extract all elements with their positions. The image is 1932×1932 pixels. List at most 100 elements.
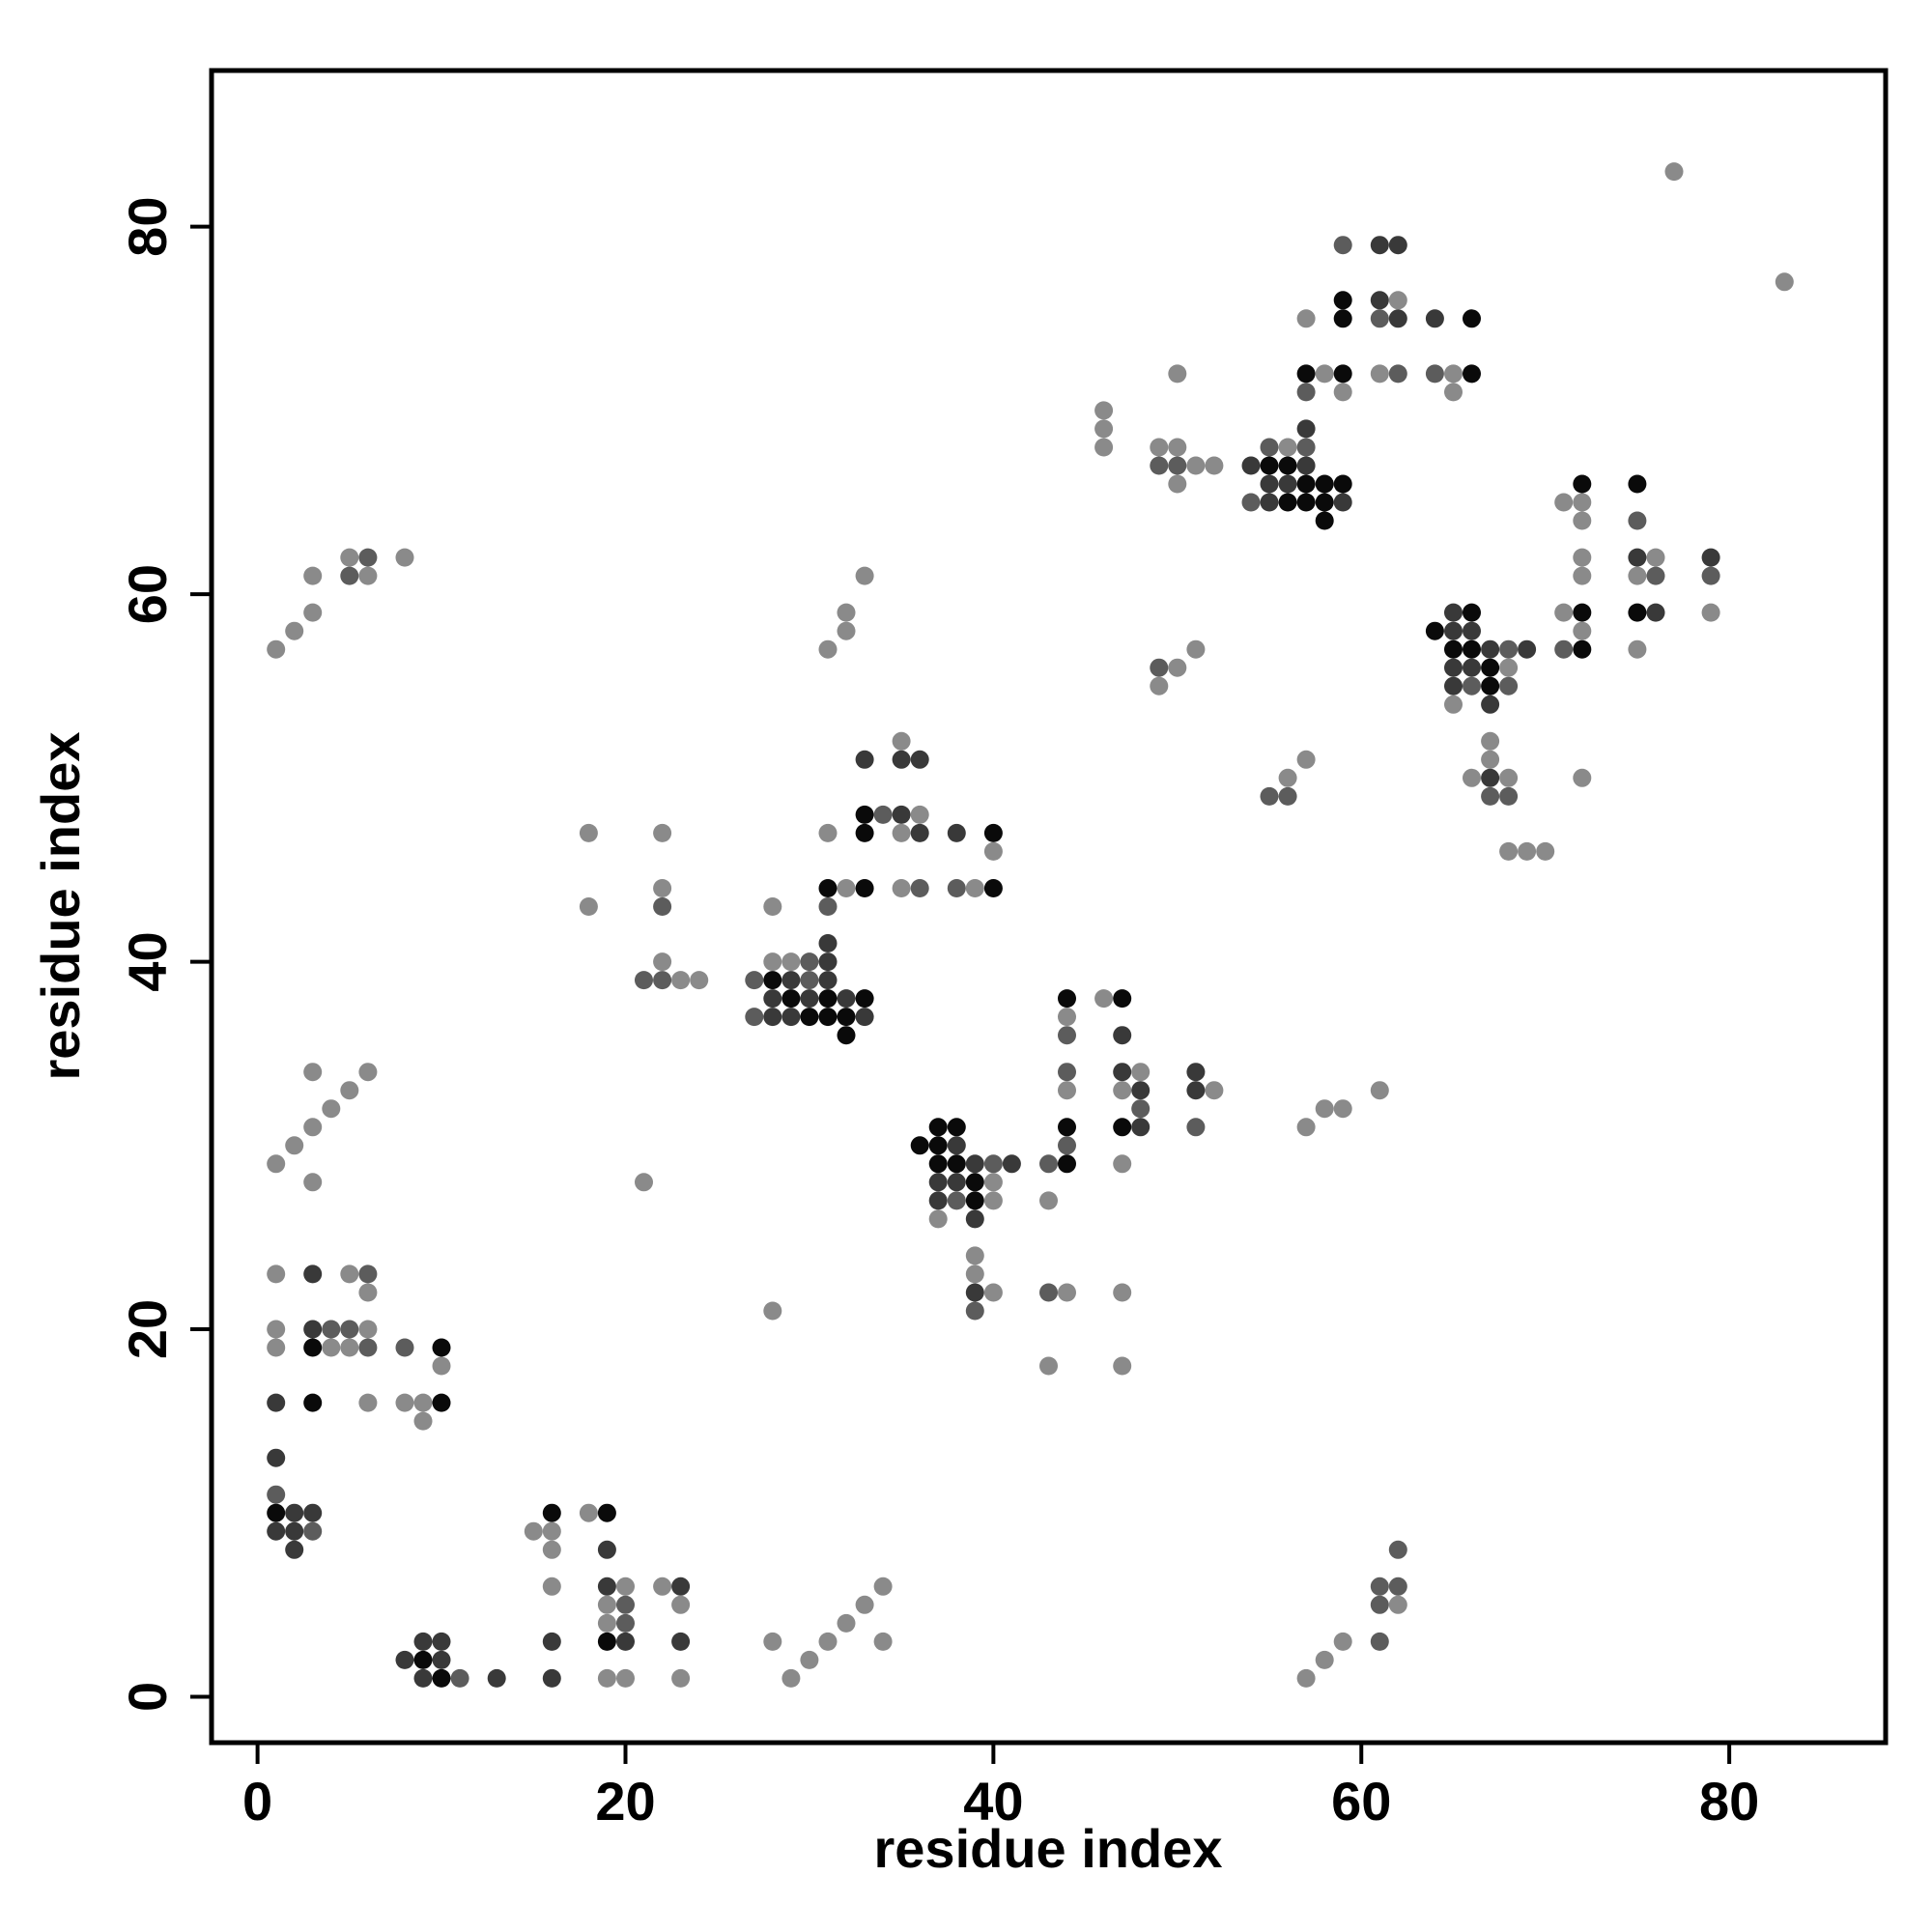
data-point [965,1173,984,1192]
data-point [763,1008,782,1027]
x-axis-title: residue index [873,1818,1222,1879]
data-point [910,750,929,769]
data-point [1296,1668,1316,1688]
data-point [1296,438,1316,457]
data-point [1315,493,1334,512]
data-point [1260,474,1279,494]
data-point [1444,658,1463,677]
data-point [910,879,929,897]
data-point [1186,1118,1206,1137]
data-point [1131,1099,1151,1119]
data-point [1278,474,1297,494]
data-point [413,1650,433,1669]
data-point [1444,603,1463,622]
data-point [1278,786,1297,806]
data-point [635,971,653,990]
data-point [1113,989,1132,1009]
data-point [358,548,378,567]
data-point [487,1668,506,1688]
data-point [616,1613,635,1633]
data-point [1113,1026,1132,1045]
data-point [1333,493,1352,512]
data-point [322,1099,341,1119]
data-point [1113,1081,1132,1100]
y-tick-label: 80 [117,197,178,257]
data-point [965,1209,984,1229]
data-point [855,750,874,769]
data-point [450,1668,469,1688]
data-point [1168,456,1187,475]
data-point [1388,291,1407,310]
data-point [818,879,838,897]
data-point [1205,1081,1224,1100]
x-tick-label: 20 [595,1771,655,1832]
data-point [597,1503,616,1522]
data-point [1058,1063,1076,1082]
data-point [1186,1081,1206,1100]
data-point [340,1264,359,1284]
data-point [1168,658,1187,677]
data-point [983,1154,1003,1174]
data-point [1463,621,1481,640]
y-axis: 0 20 40 60 80 [117,197,212,1712]
data-point [818,639,838,659]
data-point [1260,786,1279,806]
data-point [267,1503,286,1522]
data-point [855,805,874,824]
data-point [671,971,691,990]
data-point [1536,841,1555,861]
data-point [837,621,856,640]
data-point [818,823,838,842]
data-point [1296,456,1316,475]
data-point [1315,511,1334,530]
data-point [1058,989,1076,1009]
data-point [303,1338,323,1357]
data-point [965,879,984,897]
data-point [1370,236,1389,255]
x-tick-label: 60 [1331,1771,1391,1832]
data-point [1370,364,1389,384]
data-point [1039,1154,1058,1174]
data-point [1260,438,1279,457]
data-point [1333,474,1352,494]
data-point [322,1320,341,1339]
data-point [358,566,378,585]
data-point [1260,456,1279,475]
data-point [1131,1118,1151,1137]
data-point [1573,566,1592,585]
data-point [1701,548,1720,567]
data-point [524,1521,543,1541]
data-point [671,1632,691,1651]
data-point [855,989,874,1009]
data-point [1628,603,1647,622]
data-point [1444,639,1463,659]
data-point [635,1173,653,1192]
data-point [1333,1632,1352,1651]
data-point [983,823,1003,842]
data-point [1370,1577,1389,1596]
data-point [855,1008,874,1027]
data-point [928,1136,948,1155]
data-point [285,1521,304,1541]
data-point [1058,1008,1076,1027]
data-point [873,1632,893,1651]
data-point [1481,731,1500,751]
data-point [1333,309,1352,328]
data-point [267,1485,286,1504]
data-point [579,1503,598,1522]
data-point [432,1356,451,1376]
data-point [1278,768,1297,787]
data-point [910,805,929,824]
data-point [1094,438,1114,457]
data-point [303,1063,323,1082]
data-point [818,1632,838,1651]
data-point [1150,658,1169,677]
data-point [597,1613,616,1633]
data-point [671,1668,691,1688]
data-point [1573,603,1592,622]
data-point [1388,1577,1407,1596]
data-points [267,162,1794,1688]
data-point [1573,493,1592,512]
data-point [1481,639,1500,659]
data-point [1058,1118,1076,1137]
